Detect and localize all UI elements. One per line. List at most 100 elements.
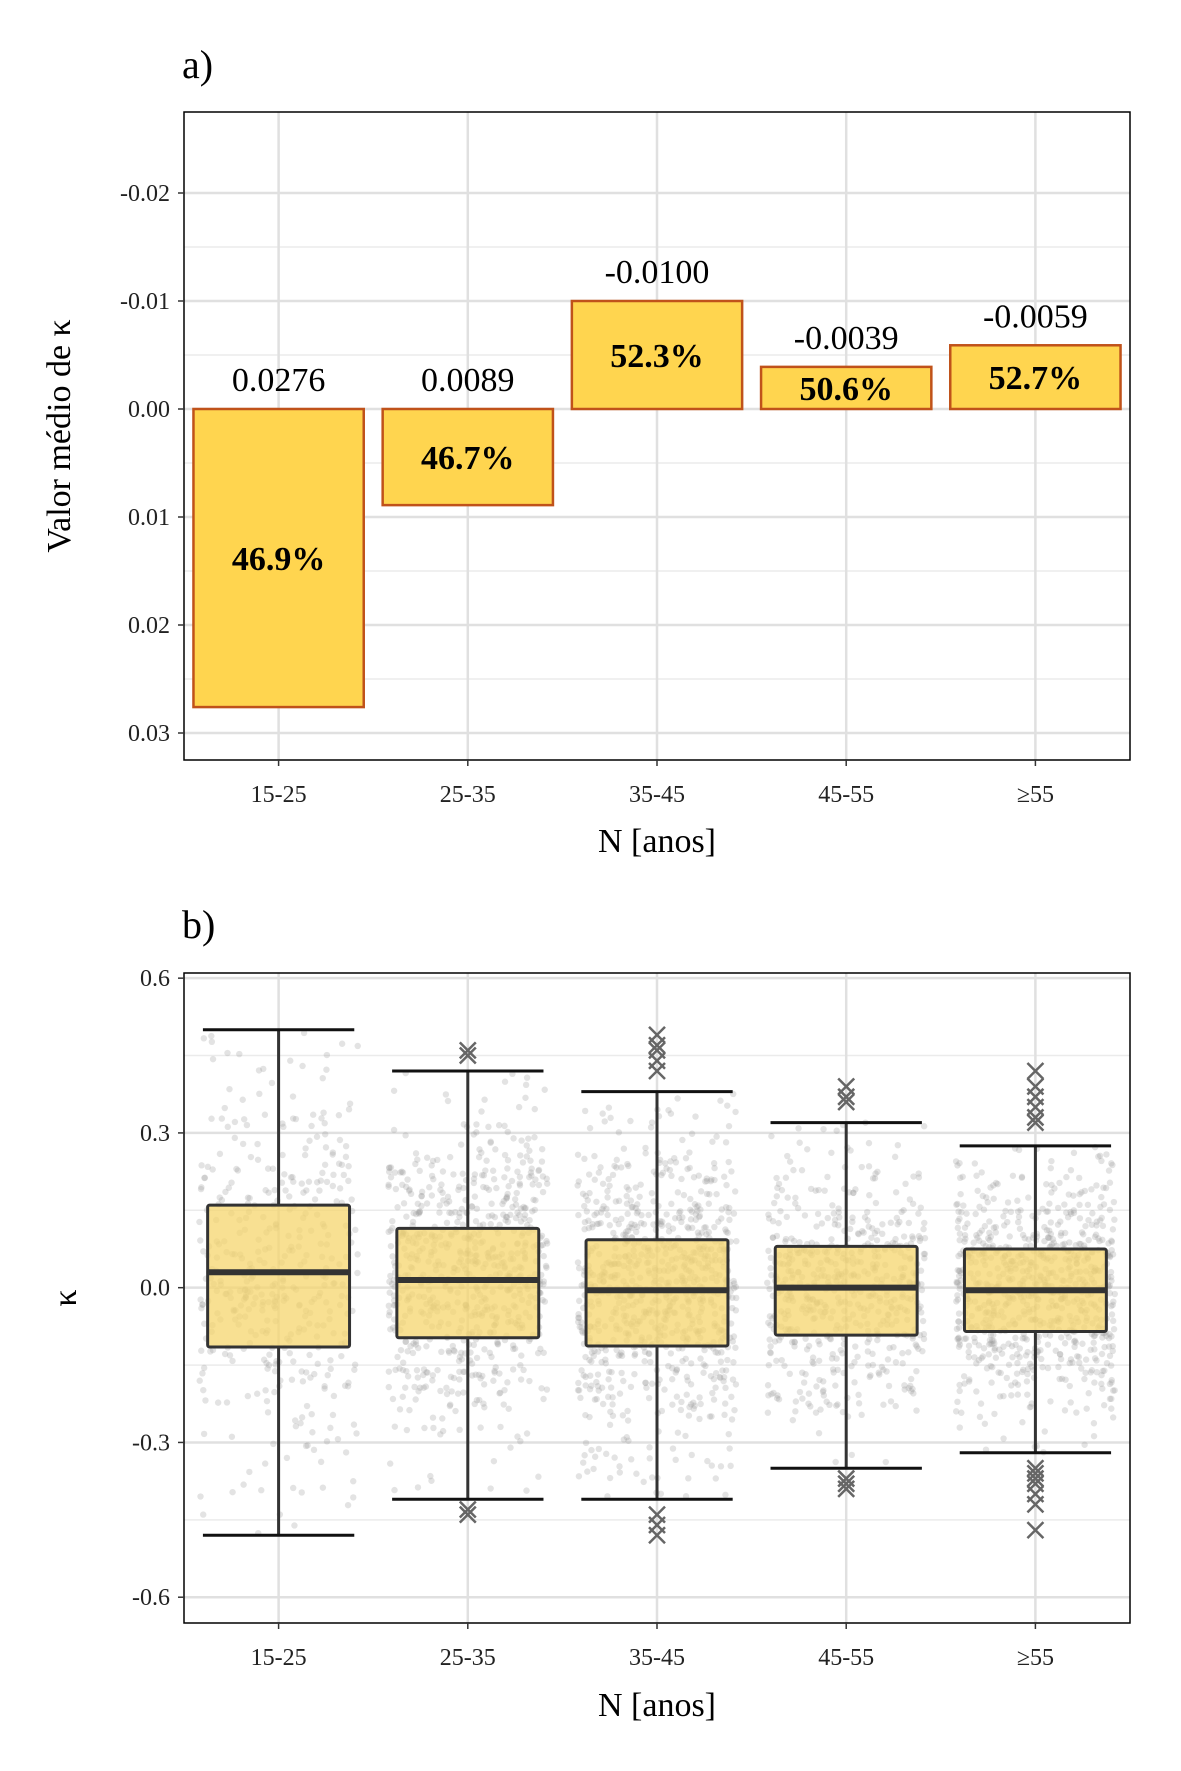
jitter-point — [416, 1167, 423, 1175]
jitter-point — [646, 1350, 653, 1358]
jitter-point — [956, 1174, 964, 1182]
jitter-point — [849, 1218, 856, 1226]
jitter-point — [775, 1396, 783, 1403]
jitter-point — [1000, 1213, 1007, 1220]
jitter-point — [666, 1166, 674, 1174]
jitter-point — [912, 1341, 919, 1348]
jitter-point — [899, 1350, 906, 1357]
jitter-point — [473, 1396, 481, 1404]
jitter-point — [586, 1356, 593, 1364]
jitter-point — [406, 1186, 413, 1193]
jitter-point — [196, 1218, 203, 1226]
jitter-point — [593, 1220, 601, 1228]
jitter-point — [209, 1055, 217, 1063]
jitter-point — [409, 1349, 417, 1357]
outlier-marker — [648, 1526, 666, 1545]
jitter-point — [446, 1209, 453, 1216]
jitter-point — [602, 1356, 609, 1363]
jitter-point — [391, 1423, 399, 1430]
jitter-point — [633, 1470, 640, 1477]
jitter-point — [319, 1074, 326, 1082]
jitter-point — [1016, 1353, 1023, 1361]
jitter-point — [1103, 1332, 1110, 1340]
jitter-point — [423, 1343, 430, 1350]
box — [773, 1244, 919, 1337]
jitter-point — [385, 1368, 393, 1375]
jitter-point — [910, 1390, 917, 1397]
jitter-point — [703, 1190, 711, 1198]
jitter-point — [833, 1355, 840, 1362]
jitter-point — [900, 1207, 907, 1214]
jitter-point — [788, 1339, 796, 1346]
jitter-point — [900, 1233, 908, 1240]
jitter-point — [1049, 1236, 1057, 1243]
jitter-point — [423, 1154, 431, 1161]
jitter-point — [1098, 1193, 1105, 1201]
jitter-point — [812, 1409, 820, 1416]
jitter-point — [402, 1338, 409, 1346]
jitter-point — [1091, 1346, 1098, 1353]
jitter-point — [657, 1220, 665, 1228]
jitter-point — [1108, 1376, 1115, 1384]
panel-a-y-axis-title: Valor médio de κ — [41, 319, 78, 552]
jitter-point — [813, 1223, 820, 1230]
jitter-point — [1093, 1182, 1100, 1189]
jitter-point — [589, 1221, 596, 1228]
jitter-point — [1074, 1353, 1081, 1360]
jitter-point — [445, 1198, 453, 1205]
jitter-point — [767, 1343, 774, 1350]
jitter-point — [1085, 1236, 1092, 1244]
jitter-point — [521, 1215, 528, 1222]
jitter-point — [543, 1264, 550, 1271]
jitter-point — [1043, 1226, 1051, 1234]
jitter-point — [873, 1237, 881, 1244]
jitter-point — [452, 1208, 459, 1216]
jitter-point — [829, 1202, 836, 1209]
jitter-point — [778, 1356, 785, 1364]
jitter-point — [412, 1338, 420, 1345]
jitter-point — [512, 1201, 520, 1208]
jitter-point — [197, 1185, 205, 1193]
jitter-point — [971, 1160, 979, 1167]
jitter-point — [229, 1488, 236, 1496]
jitter-point — [728, 1168, 735, 1175]
jitter-point — [437, 1387, 444, 1395]
jitter-point — [482, 1167, 489, 1174]
jitter-point — [990, 1331, 997, 1339]
jitter-point — [320, 1109, 327, 1116]
jitter-point — [478, 1149, 485, 1156]
jitter-point — [980, 1345, 988, 1352]
jitter-point — [1012, 1341, 1019, 1348]
jitter-point — [730, 1277, 737, 1285]
jitter-point — [1096, 1152, 1104, 1159]
jitter-point — [338, 1161, 346, 1168]
jitter-point — [794, 1204, 802, 1212]
y-tick-label: -0.02 — [120, 181, 170, 207]
jitter-point — [990, 1195, 997, 1202]
jitter-point — [913, 1367, 920, 1375]
jitter-point — [427, 1472, 434, 1480]
jitter-point — [420, 1366, 428, 1373]
jitter-point — [671, 1215, 679, 1222]
jitter-point — [1078, 1229, 1086, 1236]
jitter-point — [954, 1224, 962, 1232]
jitter-point — [865, 1362, 872, 1369]
jitter-point — [871, 1230, 879, 1237]
jitter-point — [201, 1174, 209, 1181]
jitter-point — [501, 1122, 508, 1130]
jitter-point — [265, 1189, 272, 1196]
jitter-point — [767, 1254, 775, 1262]
jitter-point — [604, 1187, 611, 1195]
jitter-point — [490, 1175, 498, 1183]
jitter-point — [632, 1204, 639, 1212]
jitter-point — [540, 1349, 547, 1356]
jitter-point — [385, 1383, 392, 1391]
jitter-point — [1106, 1352, 1114, 1360]
jitter-point — [766, 1285, 773, 1293]
jitter-point — [503, 1193, 511, 1201]
jitter-point — [1027, 1403, 1034, 1410]
jitter-point — [1111, 1387, 1118, 1394]
jitter-point — [350, 1421, 358, 1428]
jitter-point — [865, 1223, 872, 1230]
jitter-point — [1084, 1201, 1092, 1208]
